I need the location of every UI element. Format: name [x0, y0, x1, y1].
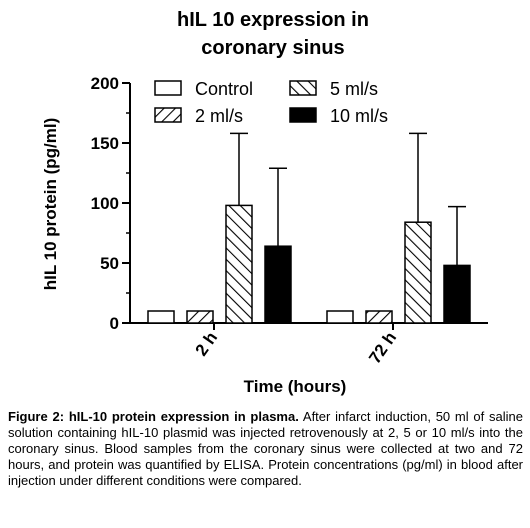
legend-label: Control	[195, 79, 253, 99]
legend-swatch-empty	[154, 80, 182, 96]
y-tick-label: 50	[100, 254, 119, 273]
x-tick-label: 2 h	[192, 328, 222, 359]
bar-hatch-forward-0	[186, 310, 214, 324]
bar-solid-1	[443, 264, 471, 324]
legend-swatch-solid	[289, 107, 317, 123]
y-axis: 0 50 100 150 200	[91, 74, 131, 333]
legend-label: 10 ml/s	[330, 106, 388, 126]
y-tick-label: 100	[91, 194, 119, 213]
bars-group	[147, 132, 471, 324]
bar-solid-0	[264, 245, 292, 324]
bar-empty-0	[147, 310, 175, 324]
bar-hatch-back-1	[404, 221, 432, 324]
bar-hatch-back-0	[225, 204, 253, 324]
y-axis-label: hIL 10 protein (pg/ml)	[41, 118, 60, 291]
figure-caption: Figure 2: hIL-10 protein expression in p…	[8, 409, 523, 489]
chart-title-line-2: coronary sinus	[201, 37, 344, 59]
chart-title-line-1: hIL 10 expression in	[177, 9, 369, 31]
legend-label: 5 ml/s	[330, 79, 378, 99]
legend: Control 2 ml/s 5 ml/s 10 ml/s	[154, 79, 388, 126]
bar-empty-1	[326, 310, 354, 324]
bar-chart: hIL 10 expression in coronary sinus hIL …	[41, 9, 488, 396]
x-axis: 2 h 72 h	[130, 322, 488, 367]
caption-text: After infarct induction, 50 ml of saline…	[8, 409, 523, 488]
y-tick-label: 0	[110, 314, 119, 333]
legend-swatch-hatch-forward	[154, 107, 182, 123]
bar-hatch-forward-1	[365, 310, 393, 324]
legend-swatch-hatch-back	[289, 80, 317, 96]
x-tick-label: 72 h	[365, 328, 400, 367]
y-tick-label: 150	[91, 134, 119, 153]
legend-label: 2 ml/s	[195, 106, 243, 126]
y-tick-label: 200	[91, 74, 119, 93]
x-axis-label: Time (hours)	[244, 377, 347, 396]
caption-label: Figure 2: hIL-10 protein expression in p…	[8, 409, 299, 424]
